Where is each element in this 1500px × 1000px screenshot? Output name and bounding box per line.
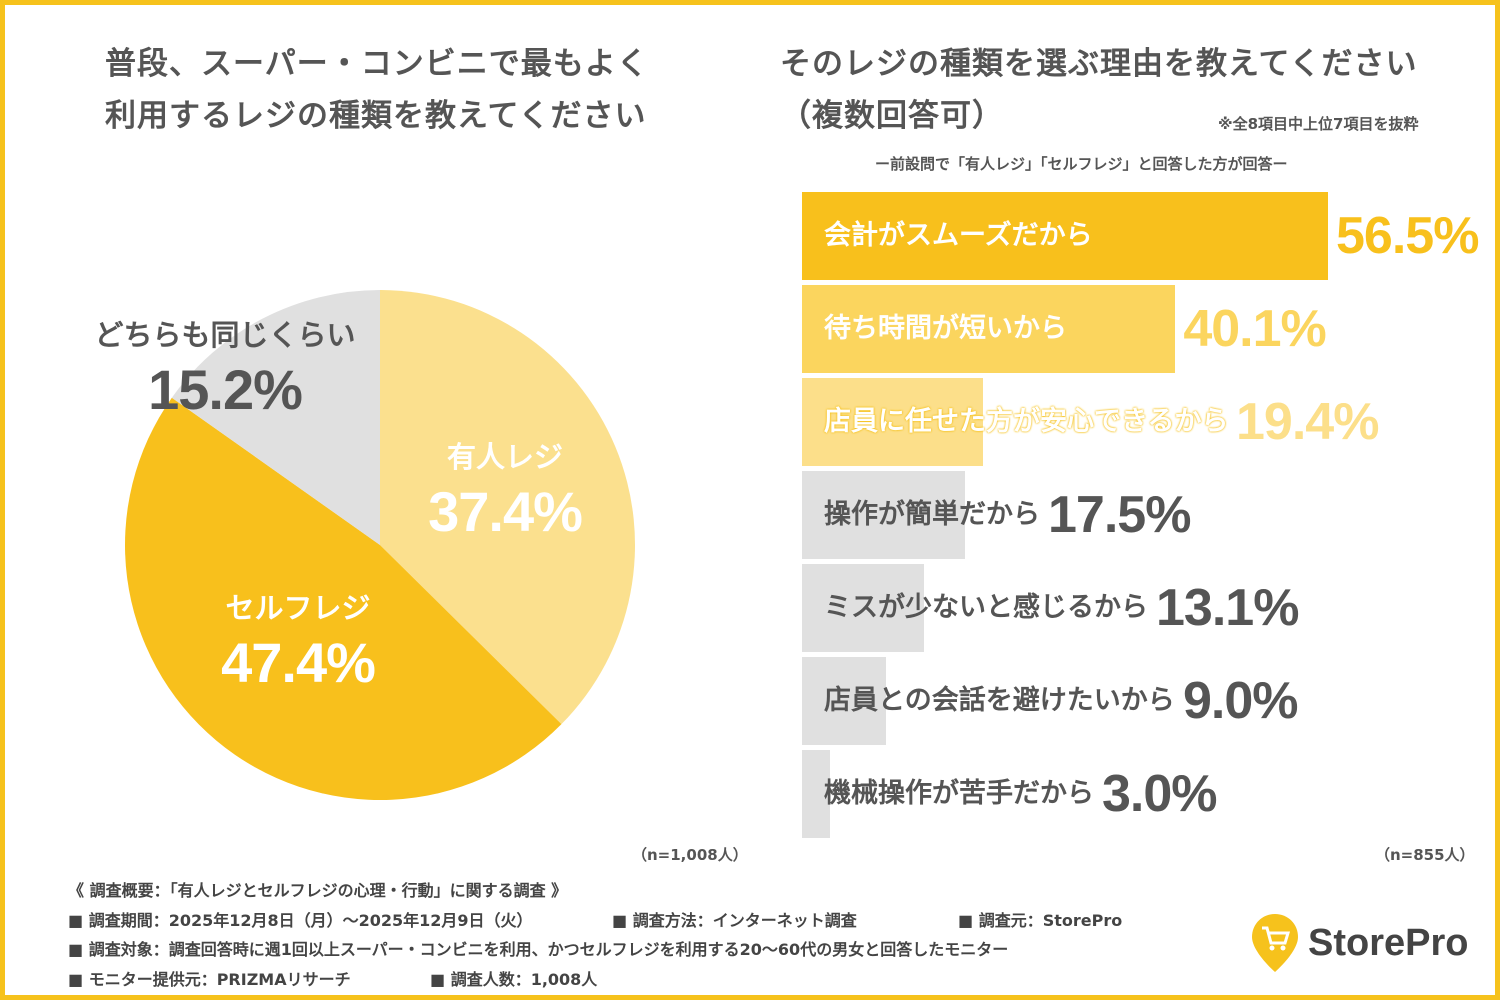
survey-method: ■ 調査方法：インターネット調査 — [612, 911, 857, 930]
pie-sample-size: （n=1,008人） — [632, 846, 748, 864]
bar-value-label: 17.5% — [1048, 486, 1191, 544]
bar — [802, 657, 886, 745]
bar-category-label: 待ち時間が短いから — [824, 313, 1067, 344]
shopping-cart-pin-icon — [1252, 914, 1298, 972]
bar-value-label: 40.1% — [1183, 300, 1326, 358]
bar-row: 待ち時間が短いから 40.1% — [802, 285, 1492, 373]
bar — [802, 564, 924, 652]
bar-value-label: 13.1% — [1156, 579, 1299, 637]
survey-source: ■ 調査元：StorePro — [958, 911, 1123, 930]
survey-provider: ■ モニター提供元：PRIZMAリサーチ — [68, 970, 351, 989]
bar-row: 操作が簡単だから 17.5% — [802, 471, 1492, 559]
pie-slice — [124, 397, 562, 801]
pie-chart — [124, 290, 636, 801]
bar-title-line2: （複数回答可） — [780, 98, 1004, 134]
bar-row: 機械操作が苦手だから 3.0% — [802, 750, 1492, 838]
bar-sample-size: （n=855人） — [1375, 846, 1475, 864]
bar — [802, 192, 1328, 280]
bar-category-label: 店員に任せた方が安心できるから — [824, 406, 1229, 437]
bar-category-label: 会計がスムーズだから — [824, 220, 1093, 251]
bar-value-label: 3.0% — [1102, 765, 1218, 823]
bar — [802, 285, 1176, 373]
bar — [802, 471, 965, 559]
pie-slice-label: どちらも同じくらい 15.2% — [65, 315, 385, 425]
extract-note: ※全8項目中上位7項目を抜粋 — [1218, 115, 1419, 133]
pie-title: 普段、スーパー・コンビニで最もよく 利用するレジの種類を教えてください — [105, 38, 705, 142]
bar-row: 店員に任せた方が安心できるから 19.4% — [802, 378, 1492, 466]
storepro-logo: StorePro — [1250, 912, 1468, 974]
pie-slice — [380, 290, 636, 725]
bar — [802, 378, 983, 466]
pie-slice-value: 47.4% — [221, 631, 376, 694]
bar — [802, 750, 830, 838]
pie-slice-name: 有人レジ — [446, 440, 563, 474]
pie-slice-name: セルフレジ — [225, 591, 371, 625]
bar-title: そのレジの種類を選ぶ理由を教えてください （複数回答可） — [780, 38, 1480, 142]
pie-slice-label: 有人レジ 37.4% — [345, 437, 665, 547]
bar-row: 店員との会話を避けたいから 9.0% — [802, 657, 1492, 745]
bar-row: 会計がスムーズだから 56.5% — [802, 192, 1492, 280]
survey-summary: 《 調査概要：「有人レジとセルフレジの心理・行動」に関する調査 》 — [68, 881, 568, 900]
bar-row: ミスが少ないと感じるから 13.1% — [802, 564, 1492, 652]
logo-text: StorePro — [1308, 921, 1469, 964]
pie-slice-value: 37.4% — [428, 480, 583, 543]
pie-slice — [171, 290, 380, 545]
bar-title-line1: そのレジの種類を選ぶ理由を教えてください — [780, 46, 1418, 82]
survey-target: ■ 調査対象：調査回答時に週1回以上スーパー・コンビニを利用、かつセルフレジを利… — [68, 940, 1009, 959]
pie-title-line1: 普段、スーパー・コンビニで最もよく — [105, 46, 649, 82]
survey-period: ■ 調査期間：2025年12月8日（月）〜2025年12月9日（火） — [68, 911, 533, 930]
pie-slice-label: セルフレジ 47.4% — [138, 588, 458, 698]
bar-category-label: ミスが少ないと感じるから — [824, 592, 1148, 623]
bar-category-label: 店員との会話を避けたいから — [824, 685, 1175, 716]
pie-title-line2: 利用するレジの種類を教えてください — [105, 98, 647, 134]
bar-value-label: 56.5% — [1336, 207, 1479, 265]
pie-slice-name: どちらも同じくらい — [94, 318, 356, 352]
bar-value-label: 19.4% — [1236, 393, 1379, 451]
bar-category-label: 機械操作が苦手だから — [824, 778, 1094, 809]
respondent-note: ー前設問で「有人レジ」「セルフレジ」と回答した方が回答ー — [875, 155, 1288, 173]
survey-count: ■ 調査人数：1,008人 — [430, 970, 598, 989]
bar-value-label: 9.0% — [1183, 672, 1299, 730]
bar-category-label: 操作が簡単だから — [824, 499, 1040, 530]
pie-slice-value: 15.2% — [148, 358, 303, 421]
